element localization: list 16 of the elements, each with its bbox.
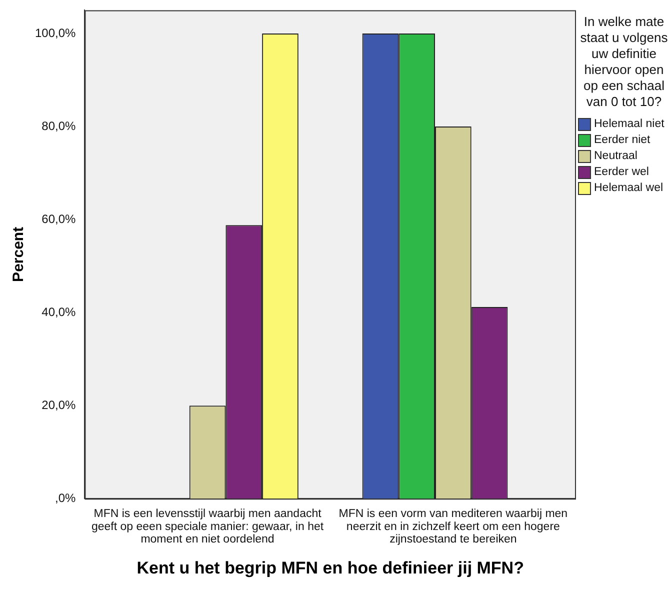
legend-label: Eerder niet bbox=[594, 134, 650, 146]
legend-label: Eerder wel bbox=[594, 166, 649, 178]
y-tick-label: 20,0% bbox=[42, 398, 76, 412]
legend-label: Helemaal niet bbox=[594, 118, 664, 130]
y-tick-label: 80,0% bbox=[42, 118, 76, 133]
x-tick-label: MFN is een levensstijl waarbij men aandacht geeft op eeen speciale manier: gewaar, in het moment en niet oordelend bbox=[91, 508, 324, 546]
y-tick-label: 100,0% bbox=[34, 26, 76, 40]
x-axis-title: Kent u het begrip MFN en hoe definieer jij MFN? bbox=[136, 558, 524, 578]
legend-label: Neutraal bbox=[594, 150, 638, 162]
legend-title: In welke mate staat u volgens uw definitie hiervoor open op een schaal van 0 tot 10? bbox=[579, 14, 669, 110]
legend-label: Helemaal wel bbox=[594, 182, 664, 194]
x-tick-label: MFN is een vorm van mediteren waarbij men neerzit en in zichzelf keert om een hogere zijnstoestand te bereiken bbox=[338, 508, 568, 546]
y-tick-label: ,0% bbox=[55, 490, 76, 505]
y-tick-label: 40,0% bbox=[42, 304, 76, 319]
y-tick-label: 60,0% bbox=[42, 212, 76, 226]
y-axis-title: Percent bbox=[10, 226, 28, 282]
